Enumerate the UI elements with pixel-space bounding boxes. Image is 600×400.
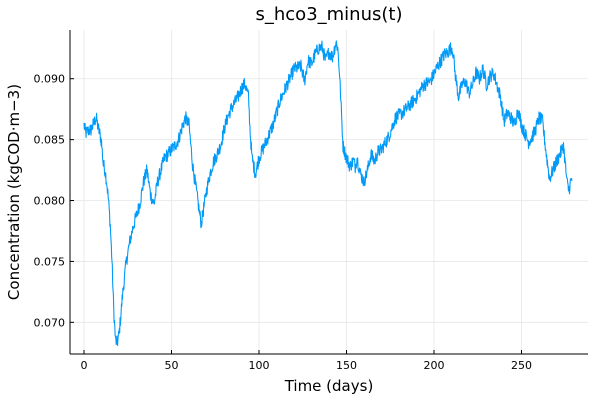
x-axis-label: Time (days) bbox=[284, 377, 374, 395]
y-tick-label: 0.070 bbox=[34, 316, 66, 329]
x-tick-label: 250 bbox=[511, 359, 532, 372]
y-tick-label: 0.080 bbox=[34, 195, 66, 208]
chart-title: s_hco3_minus(t) bbox=[256, 4, 403, 25]
x-tick-label: 100 bbox=[249, 359, 270, 372]
y-tick-label: 0.090 bbox=[34, 73, 66, 86]
ticks: 0 50 100 150 200 250 0.070 0.075 0.080 0.085 0.090 bbox=[34, 73, 533, 372]
x-tick-label: 50 bbox=[165, 359, 179, 372]
y-tick-label: 0.085 bbox=[34, 134, 66, 147]
y-axis-label: Concentration (kgCOD·m−3) bbox=[5, 84, 23, 300]
series-line-0 bbox=[83, 40, 573, 347]
x-tick-label: 200 bbox=[424, 359, 445, 372]
y-tick-label: 0.075 bbox=[34, 255, 66, 268]
grid bbox=[70, 30, 588, 354]
x-tick-label: 0 bbox=[81, 359, 88, 372]
series-layer bbox=[83, 40, 573, 347]
x-tick-label: 150 bbox=[336, 359, 357, 372]
axes bbox=[69, 30, 588, 355]
